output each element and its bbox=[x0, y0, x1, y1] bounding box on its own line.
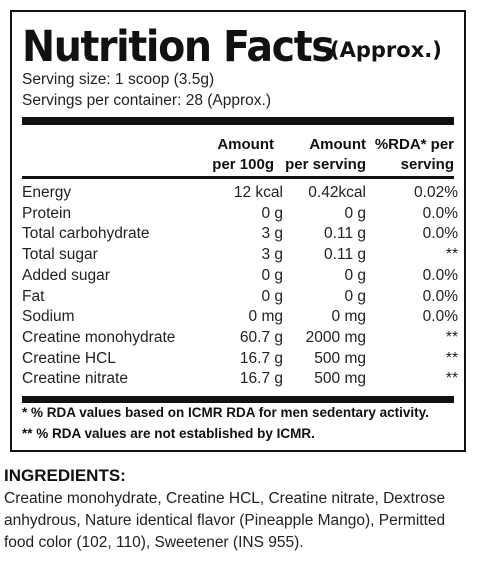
ingredients-line: food color (102, 110), Sweetener (INS 95… bbox=[4, 534, 304, 551]
amount-per-serving: 0 mg bbox=[331, 308, 366, 326]
amount-per-100g: 3 g bbox=[261, 225, 283, 243]
footnote-rda: * % RDA values based on ICMR RDA for men… bbox=[22, 405, 429, 420]
rda-percent: 0.0% bbox=[422, 204, 458, 222]
amount-per-100g: 16.7 g bbox=[239, 349, 283, 367]
table-row: Energy 12 kcal 0.42kcal 0.02% bbox=[22, 184, 458, 205]
table-row: Creatine nitrate 16.7 g 500 mg ** bbox=[22, 370, 458, 391]
rda-percent: 0.0% bbox=[422, 308, 458, 326]
amount-per-100g: 0 g bbox=[261, 287, 283, 305]
amount-per-serving: 500 mg bbox=[314, 370, 366, 388]
amount-per-100g: 60.7 g bbox=[239, 328, 283, 346]
servings-per-container: Servings per container: 28 (Approx.) bbox=[22, 92, 271, 109]
title-text: Nutrition Facts bbox=[22, 22, 335, 72]
amount-per-100g: 0 g bbox=[261, 204, 283, 222]
amount-per-100g: 16.7 g bbox=[239, 370, 283, 388]
amount-per-100g: 0 g bbox=[261, 266, 283, 284]
amount-per-serving: 0 g bbox=[344, 287, 366, 305]
thick-divider-bottom bbox=[22, 396, 454, 403]
footnote-not-established: ** % RDA values are not established by I… bbox=[22, 426, 315, 441]
rda-percent: ** bbox=[445, 328, 458, 346]
nutrition-title: Nutrition Facts bbox=[22, 22, 361, 72]
amount-per-serving: 500 mg bbox=[314, 349, 366, 367]
nutrient-name: Sodium bbox=[22, 308, 75, 326]
amount-per-serving: 0 g bbox=[344, 204, 366, 222]
nutrient-name: Total sugar bbox=[22, 246, 98, 264]
ingredients-line: anhydrous, Nature identical flavor (Pine… bbox=[4, 512, 446, 529]
nutrient-name: Energy bbox=[22, 184, 72, 201]
amount-per-serving: 2000 mg bbox=[305, 328, 366, 346]
amount-per-100g: 0 mg bbox=[248, 308, 283, 326]
nutrient-name: Protein bbox=[22, 204, 72, 222]
table-row: Protein 0 g 0 g 0.0% bbox=[22, 205, 458, 226]
amount-per-100g: 3 g bbox=[261, 246, 283, 264]
rda-percent: ** bbox=[445, 349, 458, 367]
header-divider bbox=[22, 176, 454, 179]
table-row: Fat 0 g 0 g 0.0% bbox=[22, 288, 458, 309]
ingredients-heading: INGREDIENTS: bbox=[4, 466, 126, 485]
table-row: Sodium 0 mg 0 mg 0.0% bbox=[22, 308, 458, 329]
amount-per-serving: 0.11 g bbox=[324, 225, 366, 243]
header-per-100g: Amount per 100g bbox=[212, 136, 274, 173]
header-rda: %RDA* per serving bbox=[374, 136, 454, 173]
nutrient-name: Creatine monohydrate bbox=[22, 328, 176, 346]
serving-size: Serving size: 1 scoop (3.5g) bbox=[22, 71, 215, 88]
nutrient-name: Fat bbox=[22, 287, 45, 305]
table-row: Creatine monohydrate 60.7 g 2000 mg ** bbox=[22, 329, 458, 350]
rda-percent: 0.0% bbox=[422, 266, 458, 284]
nutrition-facts-panel: Nutrition Facts (Approx.) Serving size: … bbox=[10, 10, 466, 452]
title-suffix: (Approx.) bbox=[330, 38, 442, 62]
amount-per-serving: 0.11 g bbox=[324, 246, 366, 264]
thick-divider-top bbox=[22, 117, 454, 125]
nutrient-name: Creatine nitrate bbox=[22, 370, 128, 388]
nutrient-name: Added sugar bbox=[22, 266, 110, 284]
rda-percent: 0.02% bbox=[414, 184, 458, 201]
table-row: Total sugar 3 g 0.11 g ** bbox=[22, 246, 458, 267]
amount-per-serving: 0.42kcal bbox=[308, 184, 366, 201]
nutrient-name: Total carbohydrate bbox=[22, 225, 150, 243]
amount-per-100g: 12 kcal bbox=[233, 184, 283, 201]
header-per-serving: Amount per serving bbox=[285, 136, 366, 173]
rda-percent: 0.0% bbox=[422, 287, 458, 305]
rda-percent: 0.0% bbox=[422, 225, 458, 243]
ingredients-line: Creatine monohydrate, Creatine HCL, Crea… bbox=[4, 490, 446, 507]
table-row: Added sugar 0 g 0 g 0.0% bbox=[22, 267, 458, 288]
rda-percent: ** bbox=[445, 246, 458, 264]
amount-per-serving: 0 g bbox=[344, 266, 366, 284]
rda-percent: ** bbox=[445, 370, 458, 388]
table-row: Total carbohydrate 3 g 0.11 g 0.0% bbox=[22, 225, 458, 246]
nutrient-name: Creatine HCL bbox=[22, 349, 116, 367]
table-row: Creatine HCL 16.7 g 500 mg ** bbox=[22, 350, 458, 371]
